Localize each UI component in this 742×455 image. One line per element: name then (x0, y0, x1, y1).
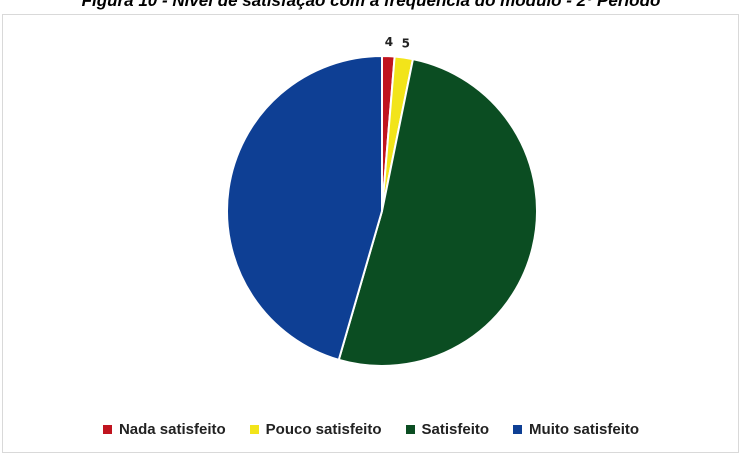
data-label-pouco-satisfeito: 5 (402, 37, 410, 51)
pie-slice-muito-satisfeito (226, 54, 383, 362)
legend-label-satisfeito: Satisfeito (421, 421, 490, 438)
legend-item-muito-satisfeito: Muito satisfeito (513, 421, 639, 438)
legend-item-nada-satisfeito: Nada satisfeito (102, 421, 226, 438)
pie-slice-satisfeito (337, 57, 538, 367)
legend-swatch-muito-satisfeito (513, 425, 523, 434)
chart-legend: Nada satisfeito Pouco satisfeito Satisfe… (0, 421, 742, 438)
legend-item-satisfeito: Satisfeito (405, 421, 490, 438)
legend-swatch-pouco-satisfeito (249, 425, 259, 434)
legend-label-muito-satisfeito: Muito satisfeito (529, 421, 640, 438)
legend-swatch-nada-satisfeito (102, 425, 112, 434)
legend-swatch-satisfeito (405, 425, 415, 434)
figure-caption: Figura 10 - Nível de satisfação com a fr… (81, 0, 661, 10)
legend-label-nada-satisfeito: Nada satisfeito (118, 421, 226, 438)
legend-item-pouco-satisfeito: Pouco satisfeito (249, 421, 382, 438)
data-label-nada-satisfeito: 4 (385, 35, 393, 49)
legend-label-pouco-satisfeito: Pouco satisfeito (265, 421, 382, 438)
pie-slices (226, 54, 538, 367)
